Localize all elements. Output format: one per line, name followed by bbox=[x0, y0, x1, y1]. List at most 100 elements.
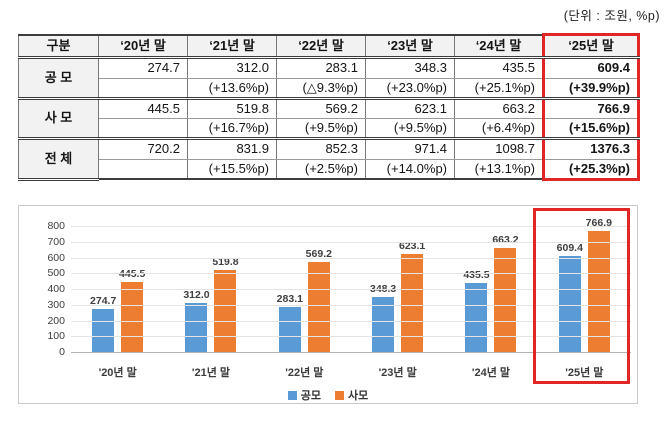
bar-value-label: 623.1 bbox=[399, 239, 426, 252]
bar-공모-5: 435.5 bbox=[463, 269, 490, 352]
bar-사모-3: 569.2 bbox=[306, 248, 332, 352]
table-cell: (+15.5%p) bbox=[187, 158, 277, 181]
row-category-total: 전 체 bbox=[18, 138, 99, 181]
y-tick-label-0: 0 bbox=[59, 346, 65, 358]
table-cell: 569.2 bbox=[276, 97, 366, 120]
gridline-400 bbox=[71, 289, 631, 290]
table-cell-highlighted: (+15.6%p) bbox=[542, 117, 640, 141]
y-tick-label-300: 300 bbox=[47, 298, 65, 311]
bar-group-6: 609.4 766.9 bbox=[538, 217, 631, 352]
bar-rect bbox=[214, 270, 237, 352]
legend-label-gongmo: 공모 bbox=[300, 390, 321, 402]
gridline-500 bbox=[71, 273, 631, 275]
table-cell: 831.9 bbox=[187, 138, 277, 160]
bar-rect bbox=[558, 256, 581, 352]
table-cell: (+23.0%p) bbox=[365, 77, 455, 100]
x-category-label-2: '21년 말 bbox=[191, 367, 231, 379]
x-category-label-6: '25년 말 bbox=[565, 367, 604, 379]
bar-rect bbox=[307, 262, 330, 352]
table-cell: 720.2 bbox=[98, 138, 188, 160]
gridline-0 bbox=[71, 352, 631, 353]
table-cell: (+14.0%p) bbox=[365, 158, 455, 181]
chart-legend: 공모 사모 bbox=[19, 387, 637, 403]
table-cell: (+9.5%p) bbox=[276, 117, 366, 141]
row-category-samo: 사 모 bbox=[18, 97, 99, 141]
fund-summary-table: 구분 ‘20년 말 ‘21년 말 ‘22년 말 ‘23년 말 ‘24년 말 ‘2… bbox=[18, 32, 640, 181]
table-cell: (+6.4%p) bbox=[454, 117, 544, 141]
table-cell: 274.7 bbox=[98, 57, 188, 79]
legend-item-gongmo: 공모 bbox=[287, 387, 321, 403]
legend-label-samo: 사모 bbox=[348, 390, 369, 402]
table-cell-highlighted: 766.9 bbox=[542, 97, 640, 120]
bar-사모-4: 623.1 bbox=[399, 240, 425, 352]
header-cell-y21: ‘21년 말 bbox=[187, 33, 277, 60]
bar-공모-6: 609.4 bbox=[557, 242, 583, 352]
table-header-row: 구분 ‘20년 말 ‘21년 말 ‘22년 말 ‘23년 말 ‘24년 말 ‘2… bbox=[18, 32, 640, 60]
table-cell: (+16.7%p) bbox=[187, 117, 277, 141]
table-row-total-values: 전 체 720.2 831.9 852.3 971.4 1098.7 1376.… bbox=[18, 138, 640, 181]
row-category-gongmo: 공 모 bbox=[18, 57, 99, 100]
table-cell: (△9.3%p) bbox=[276, 77, 366, 100]
gridline-200 bbox=[71, 320, 631, 322]
bar-value-label: 274.7 bbox=[90, 294, 117, 307]
bar-사모-2: 519.8 bbox=[212, 256, 239, 352]
table-cell: 445.5 bbox=[98, 97, 188, 120]
table-cell: 971.4 bbox=[365, 138, 455, 160]
table-cell bbox=[98, 77, 188, 100]
header-cell-category: 구분 bbox=[18, 33, 99, 60]
table-row-samo-changes: (+16.7%p) (+9.5%p) (+9.5%p) (+6.4%p) (+1… bbox=[19, 117, 640, 141]
unit-label: (단위 : 조원, %p) bbox=[563, 9, 660, 23]
table-cell: 348.3 bbox=[365, 57, 455, 79]
table-cell: 1098.7 bbox=[454, 138, 544, 160]
table-cell-highlighted: 1376.3 bbox=[542, 138, 640, 160]
gridline-300 bbox=[71, 304, 631, 306]
header-cell-y23: ‘23년 말 bbox=[365, 33, 455, 60]
bar-공모-3: 283.1 bbox=[277, 293, 303, 352]
legend-swatch-gongmo bbox=[287, 390, 297, 400]
table-cell bbox=[98, 117, 188, 141]
table-cell: 852.3 bbox=[276, 138, 366, 160]
legend-item-samo: 사모 bbox=[335, 387, 368, 403]
bar-rect bbox=[465, 283, 488, 352]
header-cell-y25-highlighted: ‘25년 말 bbox=[542, 32, 640, 60]
header-cell-y24: ‘24년 말 bbox=[454, 33, 544, 60]
gridline-700 bbox=[71, 241, 631, 243]
table-cell-highlighted: 609.4 bbox=[542, 57, 640, 79]
y-tick-label-200: 200 bbox=[47, 314, 65, 327]
y-tick-label-600: 600 bbox=[47, 251, 65, 264]
bar-rect bbox=[278, 307, 301, 352]
y-tick-label-500: 500 bbox=[47, 267, 65, 280]
chart-plot-area: 274.7445.5312.0519.8283.1569.2348.3623.1… bbox=[47, 217, 631, 358]
legend-swatch-samo bbox=[335, 390, 344, 400]
chart-highlight-box bbox=[532, 208, 630, 384]
bar-value-label: 569.2 bbox=[305, 248, 332, 261]
bar-value-label: 312.0 bbox=[183, 288, 210, 301]
y-tick-label-800: 800 bbox=[47, 220, 65, 232]
bar-공모-1: 274.7 bbox=[90, 295, 116, 352]
bar-공모-2: 312.0 bbox=[183, 289, 210, 352]
bar-rect bbox=[401, 253, 424, 352]
chart-categories: '20년 말 '21년 말 '22년 말 '23년 말 '24년 말 '25년 말 bbox=[71, 364, 631, 380]
table-cell: 663.2 bbox=[454, 97, 544, 120]
x-category-label-5: '24년 말 bbox=[471, 367, 511, 379]
header-cell-y22: ‘22년 말 bbox=[276, 33, 366, 60]
x-category-label-1: '20년 말 bbox=[98, 367, 137, 379]
bar-value-label: 609.4 bbox=[556, 242, 583, 254]
table-cell: 312.0 bbox=[187, 57, 277, 79]
y-tick-label-400: 400 bbox=[47, 283, 65, 295]
bar-group-3: 283.1 569.2 bbox=[258, 226, 351, 352]
bar-group-2: 312.0 519.8 bbox=[164, 226, 257, 352]
bar-value-label: 435.5 bbox=[463, 269, 490, 282]
table-cell-highlighted: (+25.3%p) bbox=[542, 158, 640, 181]
x-category-label-3: '22년 말 bbox=[285, 367, 324, 379]
table-row-gongmo-values: 공 모 274.7 312.0 283.1 348.3 435.5 609.4 bbox=[18, 57, 640, 100]
gridline-800 bbox=[71, 226, 631, 227]
bar-rect bbox=[372, 297, 395, 352]
x-category-label-4: '23년 말 bbox=[378, 367, 417, 379]
bar-rect bbox=[587, 231, 610, 352]
table-cell: (+25.1%p) bbox=[454, 77, 544, 100]
y-tick-label-100: 100 bbox=[47, 330, 65, 343]
header-cell-y20: ‘20년 말 bbox=[98, 33, 188, 60]
table-cell: 283.1 bbox=[276, 57, 366, 79]
